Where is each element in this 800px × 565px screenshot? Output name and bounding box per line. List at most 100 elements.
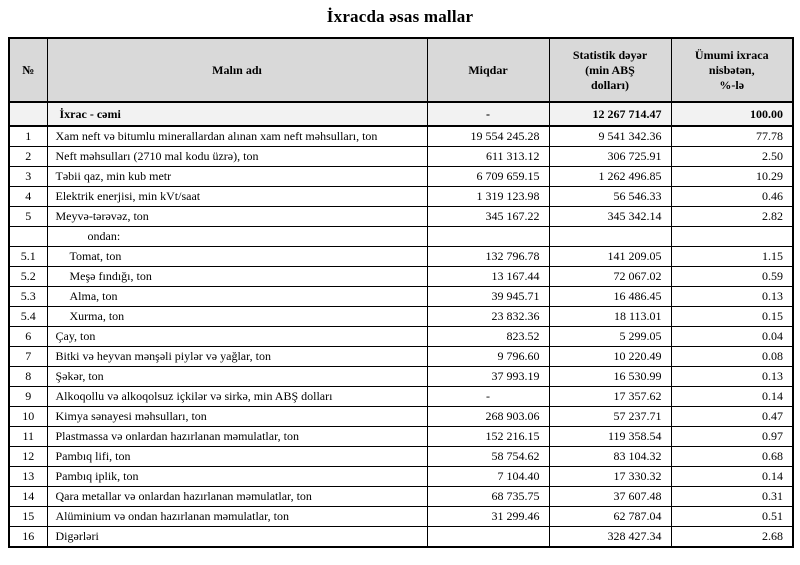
quantity-cell: 37 993.19	[426, 366, 550, 387]
table-row: 5.1 Tomat, ton 132 796.78 141 209.05 1.15	[8, 246, 794, 267]
quantity-cell	[426, 526, 550, 548]
summary-row: İxrac - cəmi -12 267 714.47 100.00	[8, 101, 794, 127]
exports-table: № Malın adı Miqdar Statistik dəyər (min …	[8, 37, 794, 548]
quantity-cell: 6 709 659.15	[426, 166, 550, 187]
table-row: 10 Kimya sənayesi məhsulları, ton 268 903.…	[8, 406, 794, 427]
row-number-cell	[8, 226, 48, 247]
product-name-cell: Bitki və heyvan mənşəli piylər və yağlar…	[46, 346, 428, 367]
table-row: 15 Alüminium və ondan hazırlanan məmulatl…	[8, 506, 794, 527]
value-cell: 5 299.05	[548, 326, 672, 347]
value-cell: 16 530.99	[548, 366, 672, 387]
quantity-cell: 68 735.75	[426, 486, 550, 507]
product-name-cell: Xam neft və bitumlu minerallardan alınan…	[46, 125, 428, 147]
product-name-cell: Şəkər, ton	[46, 366, 428, 387]
header-row: № Malın adı Miqdar Statistik dəyər (min …	[8, 37, 794, 103]
quantity-cell: 823.52	[426, 326, 550, 347]
row-number-cell: 4	[8, 186, 48, 207]
table-header: № Malın adı Miqdar Statistik dəyər (min …	[8, 37, 794, 103]
table-row: 12 Pambıq lifi, ton 58 754.62 83 104.32 0.68	[8, 446, 794, 467]
value-cell: 328 427.34	[548, 526, 672, 548]
column-header-quantity: Miqdar	[426, 37, 550, 103]
value-cell	[548, 226, 672, 247]
product-name-cell: Tomat, ton	[46, 246, 428, 267]
product-name-cell: Meyvə-tərəvəz, ton	[46, 206, 428, 227]
row-number-cell: 2	[8, 146, 48, 167]
row-number-cell: 12	[8, 446, 48, 467]
product-name-cell: ondan:	[46, 226, 428, 247]
quantity-cell: -	[426, 386, 550, 407]
table-row: 8 Şəkər, ton 37 993.19 16 530.99 0.13	[8, 366, 794, 387]
value-cell: 1 262 496.85	[548, 166, 672, 187]
product-name-cell: Çay, ton	[46, 326, 428, 347]
quantity-cell: 39 945.71	[426, 286, 550, 307]
row-number-cell: 10	[8, 406, 48, 427]
value-cell: 141 209.05	[548, 246, 672, 267]
row-number-cell: 11	[8, 426, 48, 447]
quantity-cell: 13 167.44	[426, 266, 550, 287]
quantity-cell: -	[426, 101, 550, 127]
value-cell: 306 725.91	[548, 146, 672, 167]
product-name-cell: Kimya sənayesi məhsulları, ton	[46, 406, 428, 427]
row-number-cell	[8, 101, 48, 127]
row-number-cell: 5.2	[8, 266, 48, 287]
quantity-cell: 268 903.06	[426, 406, 550, 427]
quantity-cell: 1 319 123.98	[426, 186, 550, 207]
value-cell: 345 342.14	[548, 206, 672, 227]
value-cell: 72 067.02	[548, 266, 672, 287]
value-cell: 37 607.48	[548, 486, 672, 507]
row-number-cell: 5	[8, 206, 48, 227]
product-name-cell: Alüminium və ondan hazırlanan məmulatlar…	[46, 506, 428, 527]
table-row: 3 Təbii qaz, min kub metr 6 709 659.15 1 26…	[8, 166, 794, 187]
quantity-cell: 9 796.60	[426, 346, 550, 367]
table-row: 14 Qara metallar və onlardan hazırlanan m…	[8, 486, 794, 507]
table-row: 11 Plastmassa və onlardan hazırlanan məmu…	[8, 426, 794, 447]
percent-cell	[670, 226, 794, 247]
percent-cell: 2.82	[670, 206, 794, 227]
column-header-product-name: Malın adı	[46, 37, 428, 103]
value-cell: 18 113.01	[548, 306, 672, 327]
table-row: 9 Alkoqollu və alkoqolsuz içkilər və sirk…	[8, 386, 794, 407]
row-number-cell: 1	[8, 125, 48, 147]
quantity-cell: 31 299.46	[426, 506, 550, 527]
value-cell: 83 104.32	[548, 446, 672, 467]
product-name-cell: Pambıq iplik, ton	[46, 466, 428, 487]
percent-cell: 0.08	[670, 346, 794, 367]
quantity-cell: 23 832.36	[426, 306, 550, 327]
product-name-cell: Elektrik enerjisi, min kVt/saat	[46, 186, 428, 207]
quantity-cell: 7 104.40	[426, 466, 550, 487]
table-row: 5 Meyvə-tərəvəz, ton 345 167.22 345 342.14 2…	[8, 206, 794, 227]
percent-cell: 10.29	[670, 166, 794, 187]
value-cell: 62 787.04	[548, 506, 672, 527]
percent-cell: 0.68	[670, 446, 794, 467]
table-row: 2 Neft məhsulları (2710 mal kodu üzrə), t…	[8, 146, 794, 167]
table-row: 4 Elektrik enerjisi, min kVt/saat 1 319 12…	[8, 186, 794, 207]
table-row: 5.2 Meşə fındığı, ton 13 167.44 72 067.02 0.…	[8, 266, 794, 287]
product-name-cell: Neft məhsulları (2710 mal kodu üzrə), to…	[46, 146, 428, 167]
table-body: İxrac - cəmi -12 267 714.47 100.00 1 Xam nef…	[8, 101, 794, 548]
percent-cell: 0.13	[670, 286, 794, 307]
table-row: 16 Digərləri 328 427.34 2.68	[8, 526, 794, 548]
row-number-cell: 8	[8, 366, 48, 387]
value-cell: 16 486.45	[548, 286, 672, 307]
percent-cell: 0.59	[670, 266, 794, 287]
percent-cell: 0.04	[670, 326, 794, 347]
quantity-cell: 58 754.62	[426, 446, 550, 467]
quantity-cell: 132 796.78	[426, 246, 550, 267]
table-row: 7 Bitki və heyvan mənşəli piylər və yağla…	[8, 346, 794, 367]
quantity-cell: 345 167.22	[426, 206, 550, 227]
row-number-cell: 16	[8, 526, 48, 548]
percent-cell: 0.51	[670, 506, 794, 527]
product-name-cell: Plastmassa və onlardan hazırlanan məmula…	[46, 426, 428, 447]
row-number-cell: 5.3	[8, 286, 48, 307]
subheader-row: ondan:	[8, 226, 794, 247]
percent-cell: 2.50	[670, 146, 794, 167]
row-number-cell: 15	[8, 506, 48, 527]
column-header-statistical-value: Statistik dəyər (min ABŞ dolları)	[548, 37, 672, 103]
percent-cell: 0.31	[670, 486, 794, 507]
value-cell: 12 267 714.47	[548, 101, 672, 127]
percent-cell: 100.00	[670, 101, 794, 127]
product-name-cell: Alma, ton	[46, 286, 428, 307]
value-cell: 10 220.49	[548, 346, 672, 367]
value-cell: 57 237.71	[548, 406, 672, 427]
row-number-cell: 9	[8, 386, 48, 407]
